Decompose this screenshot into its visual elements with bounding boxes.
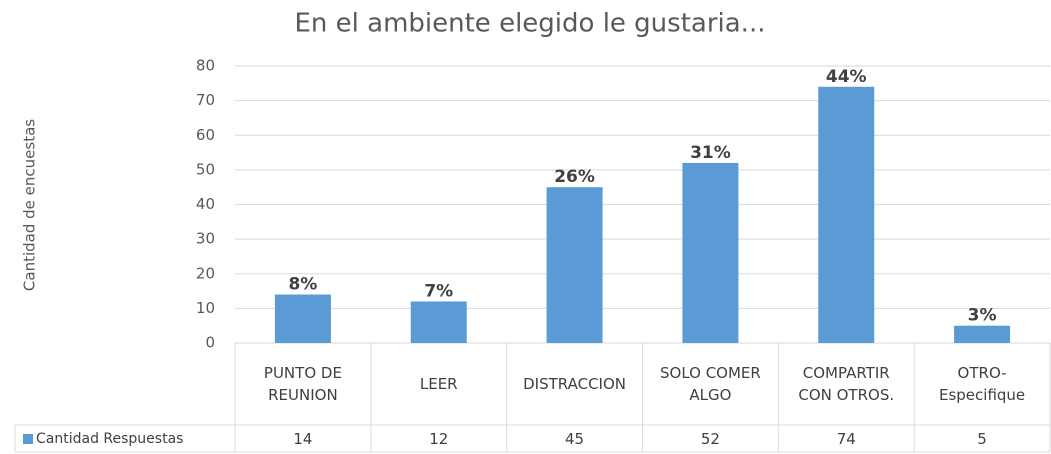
y-tick-label: 30: [196, 230, 215, 248]
data-label: 26%: [554, 167, 595, 187]
y-tick-label: 80: [196, 57, 215, 75]
y-tick-label: 60: [196, 126, 215, 144]
bar: [682, 162, 739, 343]
x-tick-label: OTRO-Especifique: [938, 364, 1026, 404]
x-tick-label: COMPARTIR CON OTROS.: [798, 364, 895, 404]
table-value: 45: [565, 429, 585, 448]
data-label: 3%: [968, 306, 997, 326]
data-label: 31%: [690, 143, 731, 163]
x-tick-label: PUNTO DE REUNION: [263, 364, 342, 404]
bar: [546, 187, 603, 343]
bar: [274, 294, 331, 343]
table-value: 5: [977, 429, 987, 448]
y-tick-label: 20: [196, 264, 215, 282]
x-tick-label: LEER: [419, 375, 458, 393]
legend-swatch: [23, 434, 33, 444]
table-value: 12: [429, 429, 449, 448]
bar: [818, 86, 875, 344]
y-tick-label: 0: [205, 334, 215, 352]
x-tick-label: DISTRACCION: [523, 375, 626, 393]
y-tick-label: 40: [196, 195, 215, 213]
data-label: 8%: [288, 275, 317, 295]
data-label: 44%: [826, 67, 867, 87]
y-tick-label: 50: [196, 160, 215, 178]
table-value: 74: [836, 429, 856, 448]
x-tick-label: SOLO COMER ALGO: [659, 364, 761, 404]
legend-label: Cantidad Respuestas: [36, 430, 184, 447]
y-axis-title: Cantidad de encuestas: [21, 119, 39, 291]
chart-title: En el ambiente elegido le gustaria...: [295, 9, 766, 39]
y-tick-label: 70: [196, 91, 215, 109]
table-value: 14: [293, 429, 313, 448]
y-tick-label: 10: [196, 299, 215, 317]
bar: [954, 325, 1011, 343]
table-value: 52: [700, 429, 720, 448]
bar: [410, 301, 467, 343]
data-label: 7%: [424, 281, 453, 301]
